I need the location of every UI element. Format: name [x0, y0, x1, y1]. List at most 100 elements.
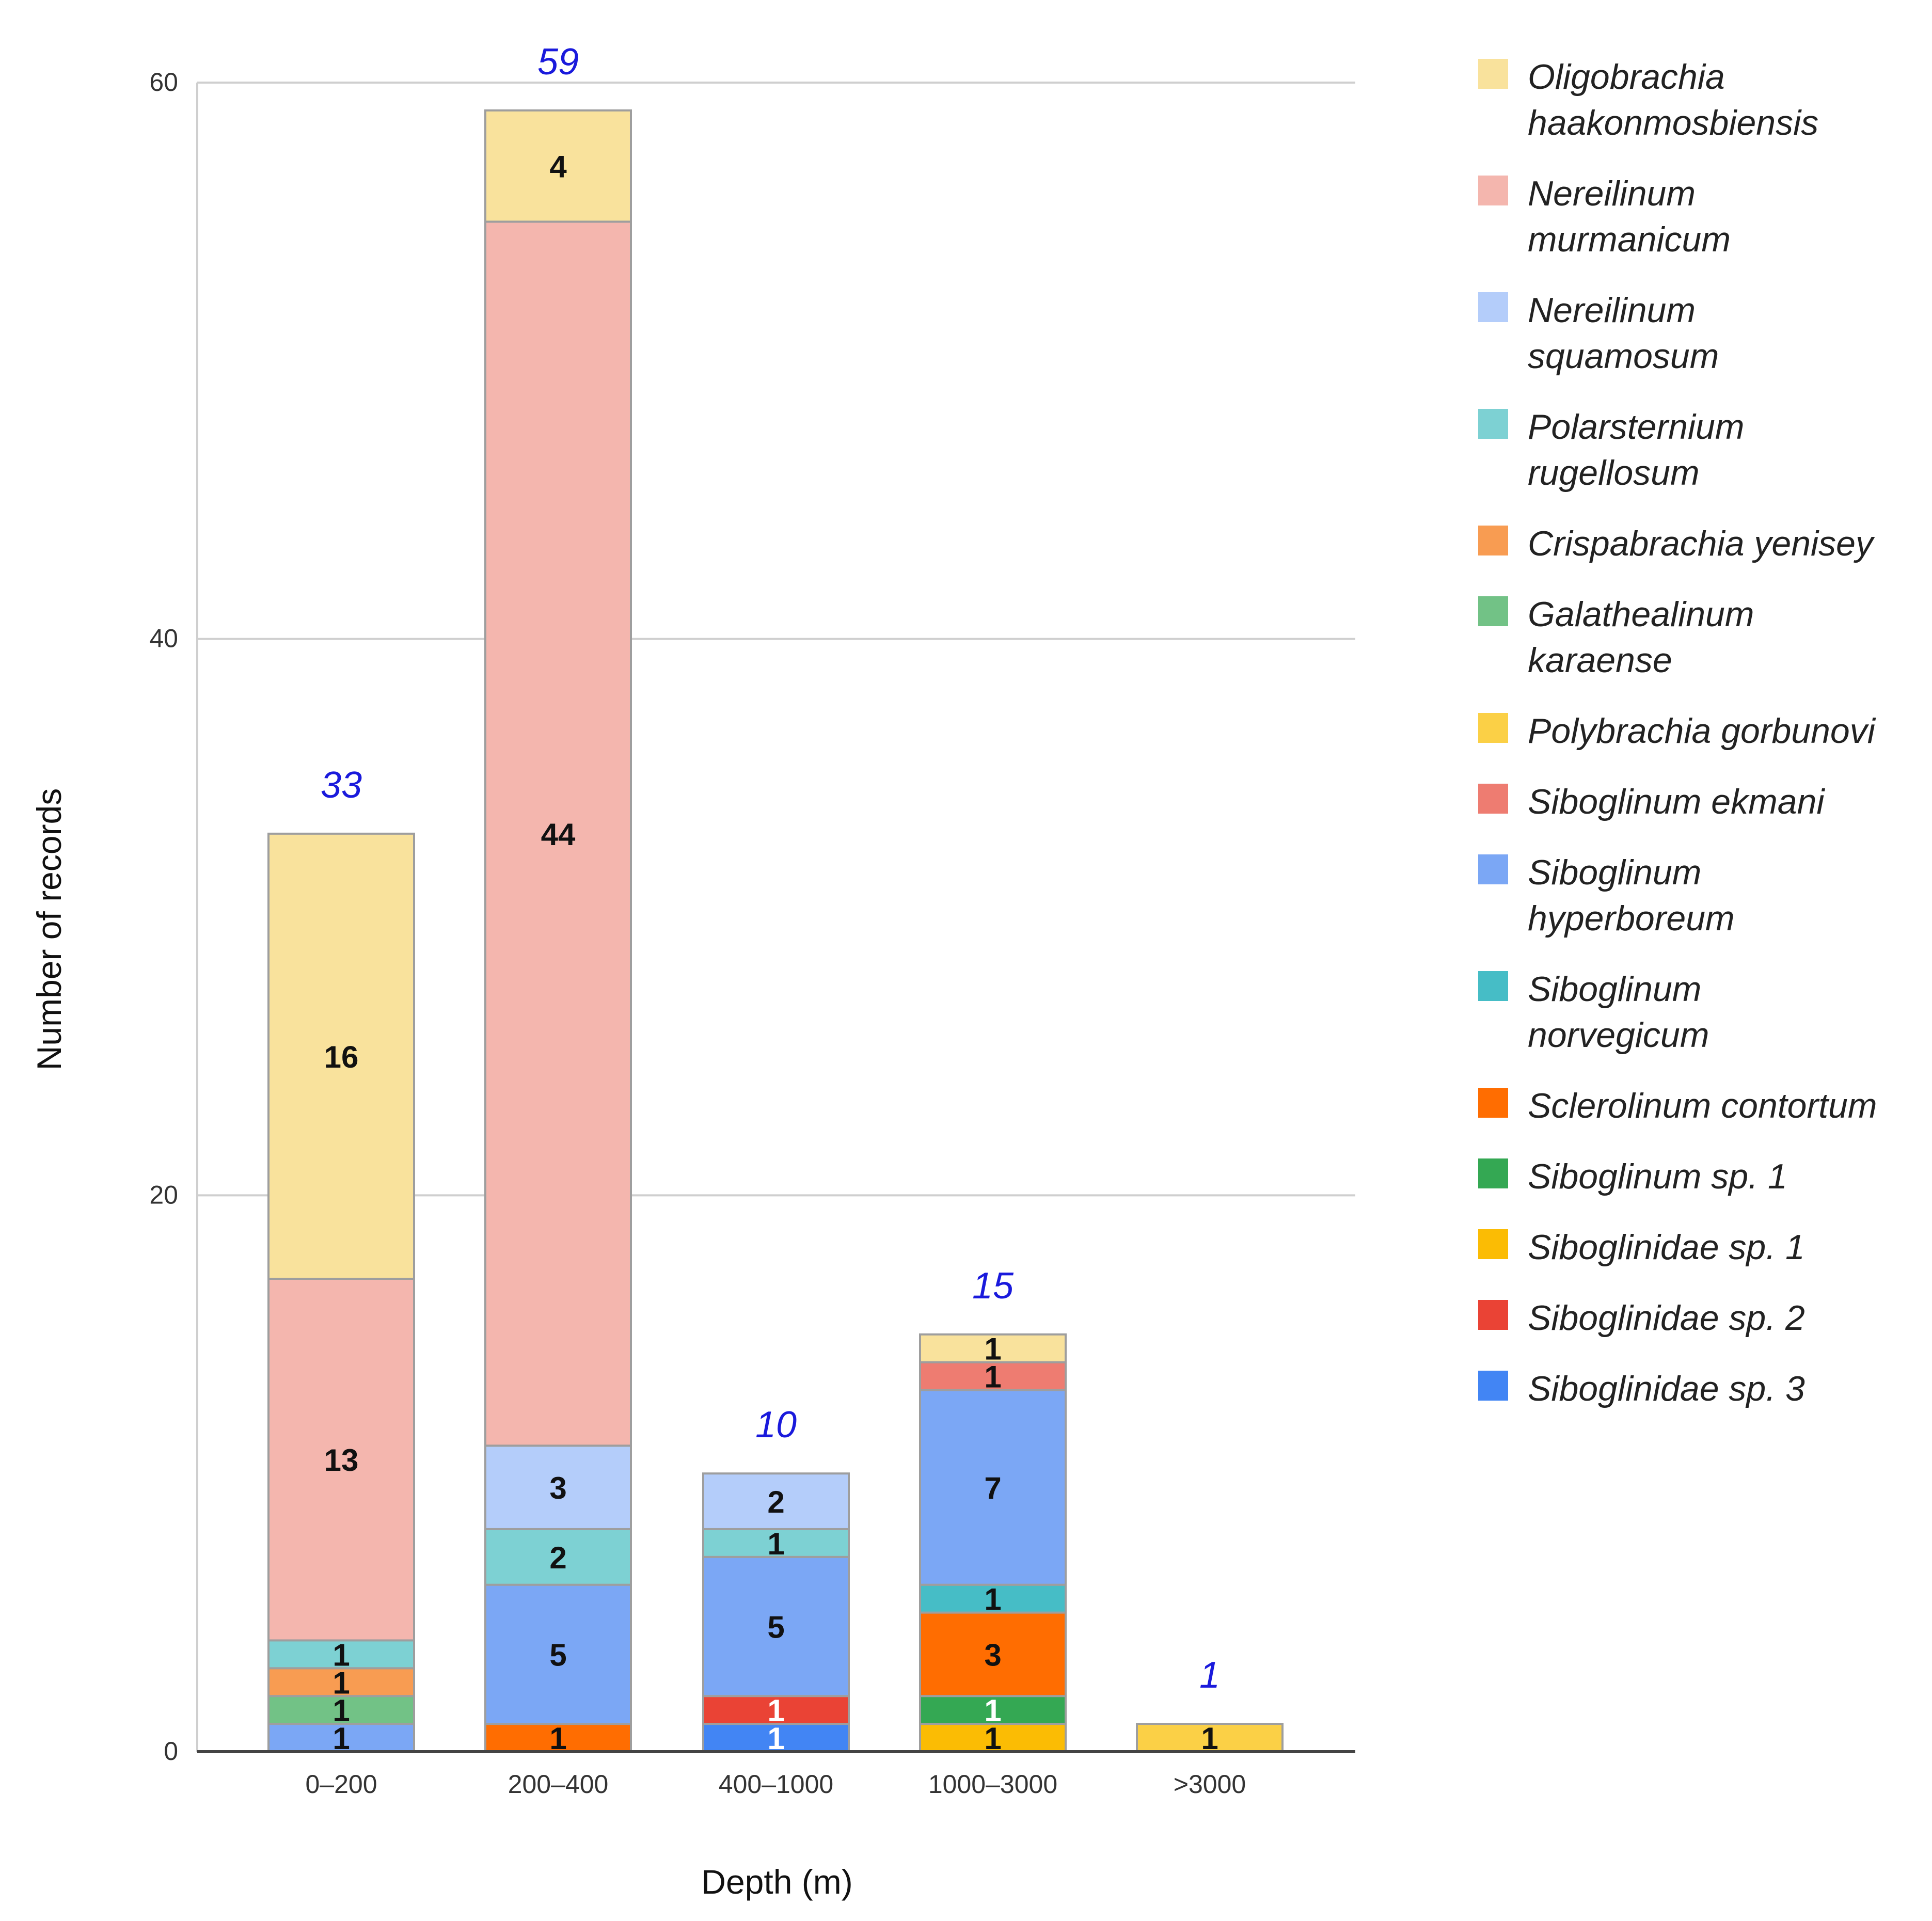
x-tick-label: 400–1000 — [719, 1770, 833, 1799]
bar-segment — [919, 1389, 1067, 1586]
y-tick-label: 0 — [164, 1737, 178, 1766]
bar-segment — [919, 1723, 1067, 1753]
x-tick-label: 1000–3000 — [928, 1770, 1057, 1799]
bar-total-label: 10 — [755, 1404, 797, 1446]
x-tick-label: >3000 — [1174, 1770, 1246, 1799]
legend-label: Nereilinum — [1528, 291, 1696, 330]
bar-value-label: 1 — [332, 1693, 350, 1728]
legend-item: Siboglinidae sp. 2 — [1478, 1298, 1805, 1338]
bar-value-label: 1 — [984, 1693, 1001, 1728]
bar-value-label: 1 — [984, 1582, 1001, 1617]
legend-item: Polybrachia gorbunovi — [1478, 711, 1876, 751]
legend-item: Siboglinum sp. 1 — [1478, 1157, 1787, 1196]
x-axis-title: Depth (m) — [701, 1863, 852, 1901]
bar-value-label: 2 — [767, 1485, 784, 1519]
legend-swatch — [1478, 1300, 1508, 1330]
bar-value-label: 16 — [324, 1040, 359, 1074]
bar-segment — [267, 1723, 415, 1753]
bar-segment — [484, 220, 632, 1447]
bar-value-label: 13 — [324, 1443, 359, 1478]
bar-value-label: 44 — [541, 817, 576, 852]
bar-segment — [919, 1695, 1067, 1725]
bar-segment — [267, 1277, 415, 1642]
bar-total-label: 15 — [972, 1265, 1014, 1307]
legend-label: Galathealinum — [1528, 595, 1754, 634]
legend-swatch — [1478, 59, 1508, 89]
legend-item: Oligobrachia haakonmosbiensis — [1478, 57, 1818, 142]
bar-value-label: 5 — [767, 1610, 784, 1645]
legend-label: Siboglinum — [1528, 970, 1701, 1009]
legend-swatch — [1478, 1371, 1508, 1401]
legend-label: rugellosum — [1528, 453, 1700, 493]
bar-segment — [484, 1583, 632, 1725]
legend-item: Siboglinum ekmani — [1478, 782, 1825, 821]
legend-item: Siboglinum hyperboreum — [1478, 853, 1735, 938]
bar-value-label: 1 — [984, 1721, 1001, 1756]
bar-segment — [484, 1723, 632, 1753]
legend-swatch — [1478, 971, 1508, 1001]
legend-label: Siboglinidae sp. 2 — [1528, 1298, 1805, 1338]
legend-label: Nereilinum — [1528, 174, 1696, 213]
bar-value-label: 2 — [549, 1541, 566, 1575]
legend-label: karaense — [1528, 641, 1672, 680]
bar-value-label: 5 — [549, 1638, 566, 1672]
legend-swatch — [1478, 1229, 1508, 1259]
bar-segment — [267, 1639, 415, 1670]
bar-value-label: 1 — [767, 1527, 784, 1561]
bar-value-label: 1 — [1201, 1721, 1218, 1756]
legend-item: Siboglinum norvegicum — [1478, 970, 1709, 1055]
legend-swatch — [1478, 784, 1508, 814]
bar-segment — [484, 1444, 632, 1530]
legend-label: squamosum — [1528, 337, 1719, 376]
legend-item: Siboglinidae sp. 3 — [1478, 1369, 1805, 1408]
legend-label: Siboglinum ekmani — [1528, 782, 1825, 821]
legend-item: Nereilinum murmanicum — [1478, 174, 1731, 259]
bar-segment — [267, 832, 415, 1280]
legend-item: Polarsternium rugellosum — [1478, 407, 1745, 493]
y-tick-labels: 0 20 40 60 — [149, 68, 178, 1766]
y-tick-label: 60 — [149, 68, 178, 97]
bar-value-label: 1 — [767, 1693, 784, 1728]
x-tick-label: 200–400 — [508, 1770, 609, 1799]
legend-label: hyperboreum — [1528, 899, 1735, 938]
y-axis-title: Number of records — [30, 788, 68, 1071]
legend-label: Siboglinum sp. 1 — [1528, 1157, 1787, 1196]
legend-label: Polarsternium — [1528, 407, 1745, 447]
legend-item: Galathealinum karaense — [1478, 595, 1754, 680]
bar-value-label: 1 — [549, 1721, 566, 1756]
legend-label: Siboglinidae sp. 3 — [1528, 1369, 1805, 1408]
legend: Oligobrachia haakonmosbiensis Nereilinum mu… — [1478, 57, 1877, 1408]
legend-label: Siboglinidae sp. 1 — [1528, 1228, 1805, 1267]
legend-swatch — [1478, 713, 1508, 743]
legend-label: murmanicum — [1528, 220, 1731, 259]
bar-value-label: 1 — [332, 1721, 350, 1756]
bar-total-label: 59 — [537, 41, 579, 83]
bar-segment — [919, 1333, 1067, 1363]
bar-total-label: 33 — [321, 765, 362, 806]
legend-item: Nereilinum squamosum — [1478, 291, 1719, 376]
legend-swatch — [1478, 409, 1508, 439]
bar-segment — [702, 1723, 850, 1753]
bar-segment — [919, 1611, 1067, 1697]
legend-swatch — [1478, 1088, 1508, 1118]
y-tick-label: 40 — [149, 624, 178, 653]
legend-swatch — [1478, 526, 1508, 555]
x-tick-labels: 0–200 200–400 400–1000 1000–3000 >3000 — [305, 1770, 1246, 1799]
bar-segment — [267, 1667, 415, 1697]
legend-label: haakonmosbiensis — [1528, 103, 1818, 142]
legend-swatch — [1478, 176, 1508, 205]
bar-segment — [702, 1528, 850, 1558]
bar-value-label: 1 — [332, 1665, 350, 1700]
bar-value-label: 1 — [984, 1332, 1001, 1367]
legend-label: Siboglinum — [1528, 853, 1701, 892]
legend-swatch — [1478, 292, 1508, 322]
legend-swatch — [1478, 854, 1508, 884]
legend-label: Polybrachia gorbunovi — [1528, 711, 1876, 751]
gridlines — [196, 82, 1355, 1752]
